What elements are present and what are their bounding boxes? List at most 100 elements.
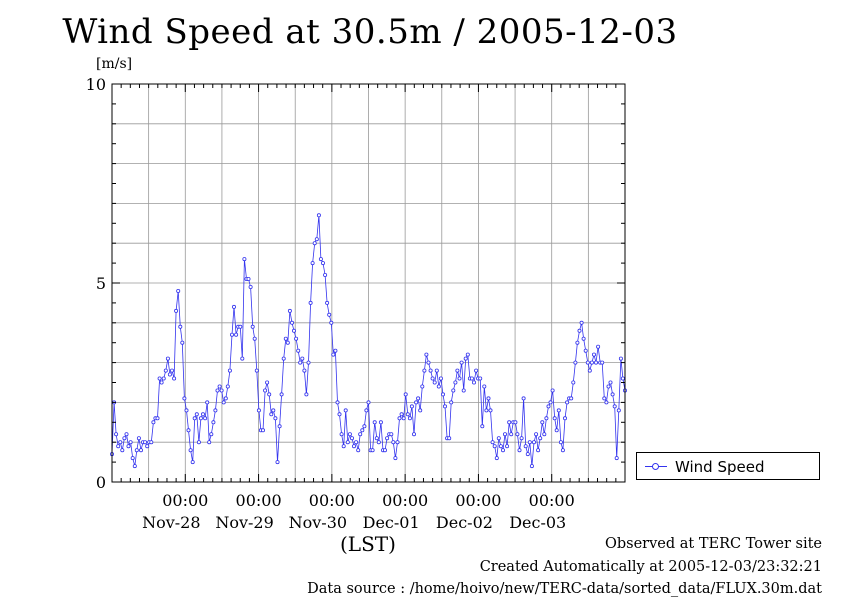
legend-label-wind-speed: Wind Speed xyxy=(675,458,765,476)
data-point xyxy=(345,440,350,445)
data-point xyxy=(287,308,292,313)
data-point xyxy=(418,408,423,413)
data-point xyxy=(414,400,419,405)
data-point xyxy=(194,412,199,417)
data-point xyxy=(523,444,528,449)
data-point xyxy=(159,380,164,385)
data-point xyxy=(378,420,383,425)
data-point xyxy=(265,380,270,385)
data-point xyxy=(463,356,468,361)
x-tick-date-label: Nov-30 xyxy=(289,513,347,532)
data-point xyxy=(161,376,166,381)
data-point xyxy=(318,257,323,262)
data-point xyxy=(296,348,301,353)
data-point xyxy=(405,412,410,417)
data-point xyxy=(180,340,185,345)
data-point xyxy=(306,360,311,365)
data-point xyxy=(304,392,309,397)
data-point xyxy=(155,416,160,421)
data-point xyxy=(556,408,561,413)
data-point xyxy=(581,336,586,341)
data-point xyxy=(312,241,317,246)
data-point xyxy=(488,408,493,413)
data-point xyxy=(333,348,338,353)
data-point xyxy=(254,368,259,373)
grid-lines xyxy=(112,84,625,482)
data-point xyxy=(143,440,148,445)
data-point xyxy=(263,388,268,393)
x-tick-date-label: Dec-03 xyxy=(509,513,566,532)
data-point xyxy=(594,360,599,365)
data-point xyxy=(174,308,179,313)
data-point xyxy=(217,384,222,389)
data-point xyxy=(494,456,499,461)
data-point xyxy=(389,432,394,437)
y-axis-unit-label: [m/s] xyxy=(96,56,133,72)
data-point xyxy=(430,376,435,381)
data-point xyxy=(480,424,485,429)
data-point xyxy=(211,420,216,425)
data-point xyxy=(422,368,427,373)
data-point xyxy=(132,464,137,469)
data-point xyxy=(281,356,286,361)
data-point xyxy=(461,388,466,393)
data-point xyxy=(283,336,288,341)
data-point xyxy=(267,392,272,397)
data-point xyxy=(465,352,470,357)
data-point xyxy=(550,388,555,393)
data-point xyxy=(302,368,307,373)
legend-marker-icon xyxy=(652,463,659,470)
data-point xyxy=(231,304,236,309)
data-point xyxy=(138,448,143,453)
data-point xyxy=(316,213,321,218)
data-point xyxy=(331,352,336,357)
data-point xyxy=(385,436,390,441)
data-point xyxy=(300,356,305,361)
data-point xyxy=(186,428,191,433)
data-point xyxy=(190,460,195,465)
data-point xyxy=(587,368,592,373)
data-point xyxy=(534,432,539,437)
data-point xyxy=(546,404,551,409)
data-point xyxy=(538,436,543,441)
data-point xyxy=(314,237,319,242)
data-point xyxy=(349,436,354,441)
data-point xyxy=(507,420,512,425)
data-point xyxy=(395,440,400,445)
data-point xyxy=(291,328,296,333)
x-tick-time-label: 00:00 xyxy=(455,491,501,510)
x-tick-date-label: Dec-01 xyxy=(363,513,420,532)
data-point xyxy=(213,408,218,413)
series-wind-speed xyxy=(110,213,628,469)
chart-title: Wind Speed at 30.5m / 2005-12-03 xyxy=(62,12,678,52)
data-point xyxy=(478,376,483,381)
data-point xyxy=(298,360,303,365)
footer-data-source: Data source : /home/hoivo/new/TERC-data/… xyxy=(307,581,822,597)
data-point xyxy=(606,384,611,389)
data-point xyxy=(529,464,534,469)
data-point xyxy=(620,376,625,381)
data-point xyxy=(136,436,141,441)
data-point xyxy=(203,416,208,421)
y-tick-label: 0 xyxy=(96,473,106,492)
data-point xyxy=(234,332,239,337)
data-point xyxy=(200,412,205,417)
data-point xyxy=(341,444,346,449)
data-point xyxy=(163,368,168,373)
data-point xyxy=(347,432,352,437)
x-tick-date-label: Nov-28 xyxy=(142,513,200,532)
data-point xyxy=(540,420,545,425)
data-point xyxy=(416,396,421,401)
data-point xyxy=(496,436,501,441)
data-point xyxy=(502,432,507,437)
data-point xyxy=(364,408,369,413)
data-point xyxy=(589,360,594,365)
data-point xyxy=(469,376,474,381)
data-point xyxy=(358,432,363,437)
data-point xyxy=(438,376,443,381)
data-point xyxy=(289,320,294,325)
data-point xyxy=(362,424,367,429)
data-point xyxy=(614,456,619,461)
x-tick-time-label: 00:00 xyxy=(309,491,355,510)
data-point xyxy=(252,336,257,341)
